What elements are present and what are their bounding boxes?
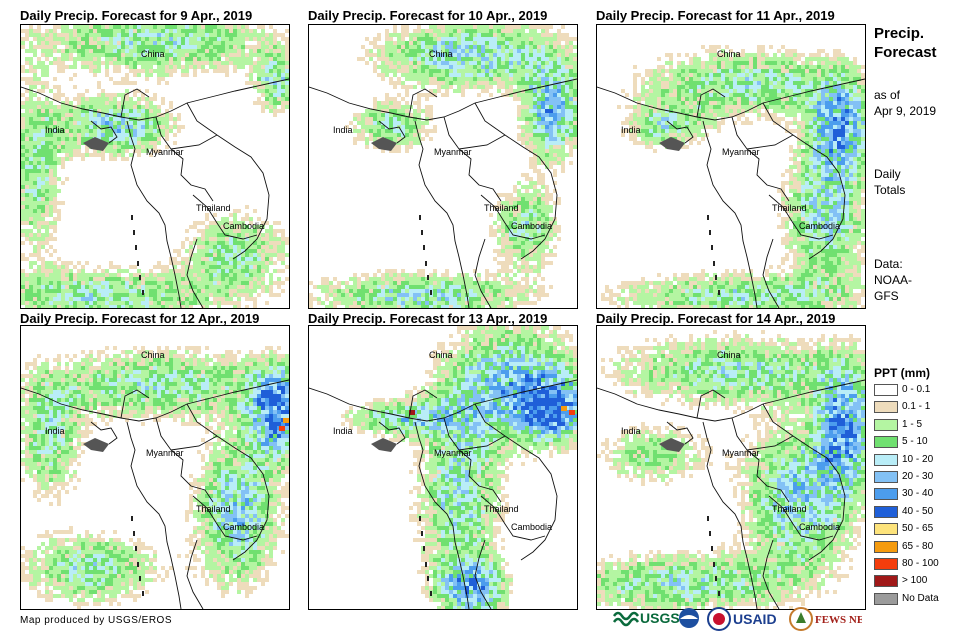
totals-line2: Totals bbox=[874, 183, 906, 197]
as-of-date: as of Apr 9, 2019 bbox=[874, 87, 936, 119]
map-panel-5: China India Myanmar Thailand Cambodia bbox=[308, 325, 578, 610]
map-label-myanmar: Myanmar bbox=[434, 448, 472, 458]
as-of-line1: as of bbox=[874, 88, 901, 102]
map-panel-2: China India Myanmar Thailand Cambodia bbox=[308, 24, 578, 309]
map-label-china: China bbox=[717, 350, 741, 360]
logos: USGS USAID FEWS NET bbox=[612, 606, 862, 634]
legend-label: 40 - 50 bbox=[902, 505, 934, 517]
legend-label: 50 - 65 bbox=[902, 523, 934, 535]
map-label-india: India bbox=[45, 426, 65, 436]
precip-map bbox=[21, 346, 289, 609]
legend-swatch bbox=[874, 384, 898, 396]
map-label-cambodia: Cambodia bbox=[223, 221, 265, 231]
legend-title: PPT (mm) bbox=[874, 366, 931, 380]
usaid-logo: USAID bbox=[707, 607, 777, 631]
map-label-china: China bbox=[141, 49, 165, 59]
map-label-thailand: Thailand bbox=[196, 203, 231, 213]
map-panel-4: China India Myanmar Thailand Cambodia bbox=[20, 325, 290, 610]
map-panel-1: China India Myanmar Thailand Cambodia bbox=[20, 24, 290, 309]
map-label-myanmar: Myanmar bbox=[146, 147, 184, 157]
data-line2: NOAA- bbox=[874, 273, 913, 287]
map-label-india: India bbox=[333, 125, 353, 135]
panel-title-1: Daily Precip. Forecast for 9 Apr., 2019 bbox=[20, 8, 253, 23]
legend-label: > 100 bbox=[902, 575, 928, 587]
legend-label: 1 - 5 bbox=[902, 418, 923, 430]
map-label-thailand: Thailand bbox=[484, 203, 519, 213]
daily-totals: Daily Totals bbox=[874, 166, 905, 198]
map-panel-3: China India Myanmar Thailand Cambodia bbox=[596, 24, 866, 309]
data-source: Data: NOAA- GFS bbox=[874, 256, 912, 304]
map-label-china: China bbox=[429, 350, 453, 360]
precip-map bbox=[309, 326, 577, 609]
legend-label: 0 - 0.1 bbox=[902, 384, 931, 395]
precip-map bbox=[309, 25, 577, 308]
panel-title-3: Daily Precip. Forecast for 11 Apr., 2019 bbox=[596, 8, 835, 23]
usgs-logo-text: USGS bbox=[640, 610, 680, 626]
map-label-myanmar: Myanmar bbox=[722, 147, 760, 157]
legend-label: 5 - 10 bbox=[902, 436, 928, 448]
map-label-india: India bbox=[45, 125, 65, 135]
map-label-myanmar: Myanmar bbox=[146, 448, 184, 458]
map-label-thailand: Thailand bbox=[196, 504, 231, 514]
legend-label: 20 - 30 bbox=[902, 471, 934, 482]
map-label-india: India bbox=[333, 426, 353, 436]
map-credit: Map produced by USGS/EROS bbox=[20, 615, 173, 626]
legend-swatch bbox=[874, 575, 898, 588]
legend-swatch bbox=[874, 488, 898, 501]
legend-swatch bbox=[874, 453, 898, 466]
map-label-cambodia: Cambodia bbox=[223, 522, 265, 532]
map-label-china: China bbox=[429, 49, 453, 59]
legend-swatch bbox=[874, 523, 898, 536]
legend-swatch bbox=[874, 401, 898, 414]
sidebar-title-line1: Precip. bbox=[874, 25, 925, 42]
map-label-cambodia: Cambodia bbox=[799, 221, 841, 231]
legend-swatch bbox=[874, 558, 898, 570]
precip-map bbox=[21, 25, 289, 308]
legend-label: 10 - 20 bbox=[902, 453, 934, 465]
sidebar-title: Precip. Forecast bbox=[874, 24, 937, 62]
map-label-china: China bbox=[141, 350, 165, 360]
legend-label: 65 - 80 bbox=[902, 540, 934, 552]
fews-net-logo: FEWS NET bbox=[789, 607, 862, 631]
map-label-myanmar: Myanmar bbox=[434, 147, 472, 157]
panel-title-6: Daily Precip. Forecast for 14 Apr., 2019 bbox=[596, 311, 836, 326]
precip-map bbox=[597, 330, 865, 609]
map-label-cambodia: Cambodia bbox=[511, 221, 553, 231]
legend-label: 0.1 - 1 bbox=[902, 401, 931, 413]
map-label-cambodia: Cambodia bbox=[799, 522, 841, 532]
usgs-logo: USGS bbox=[612, 608, 699, 628]
legend-swatch bbox=[874, 540, 898, 553]
legend-swatch bbox=[874, 436, 898, 449]
usaid-logo-text: USAID bbox=[733, 611, 777, 627]
panel-title-5: Daily Precip. Forecast for 13 Apr., 2019 bbox=[308, 311, 548, 326]
map-label-thailand: Thailand bbox=[484, 504, 519, 514]
legend-swatch bbox=[874, 418, 898, 431]
map-label-cambodia: Cambodia bbox=[511, 522, 553, 532]
legend-swatch bbox=[874, 592, 898, 605]
fews-net-logo-text: FEWS NET bbox=[815, 614, 862, 626]
map-label-india: India bbox=[621, 426, 641, 436]
panel-title-2: Daily Precip. Forecast for 10 Apr., 2019 bbox=[308, 8, 548, 23]
legend-label: 30 - 40 bbox=[902, 488, 934, 500]
legend-label: 80 - 100 bbox=[902, 558, 939, 569]
map-label-india: India bbox=[621, 125, 641, 135]
map-label-myanmar: Myanmar bbox=[722, 448, 760, 458]
legend-label: No Data bbox=[902, 592, 939, 604]
panel-title-4: Daily Precip. Forecast for 12 Apr., 2019 bbox=[20, 311, 260, 326]
map-label-thailand: Thailand bbox=[772, 203, 807, 213]
map-label-thailand: Thailand bbox=[772, 504, 807, 514]
legend-swatch bbox=[874, 471, 898, 483]
data-line3: GFS bbox=[874, 289, 899, 303]
sidebar-title-line2: Forecast bbox=[874, 44, 937, 61]
legend-swatch bbox=[874, 505, 898, 518]
precip-map bbox=[597, 45, 865, 308]
as-of-line2: Apr 9, 2019 bbox=[874, 104, 937, 118]
map-panel-6: China India Myanmar Thailand Cambodia bbox=[596, 325, 866, 610]
totals-line1: Daily bbox=[874, 167, 901, 181]
data-line1: Data: bbox=[874, 257, 903, 271]
map-label-china: China bbox=[717, 49, 741, 59]
